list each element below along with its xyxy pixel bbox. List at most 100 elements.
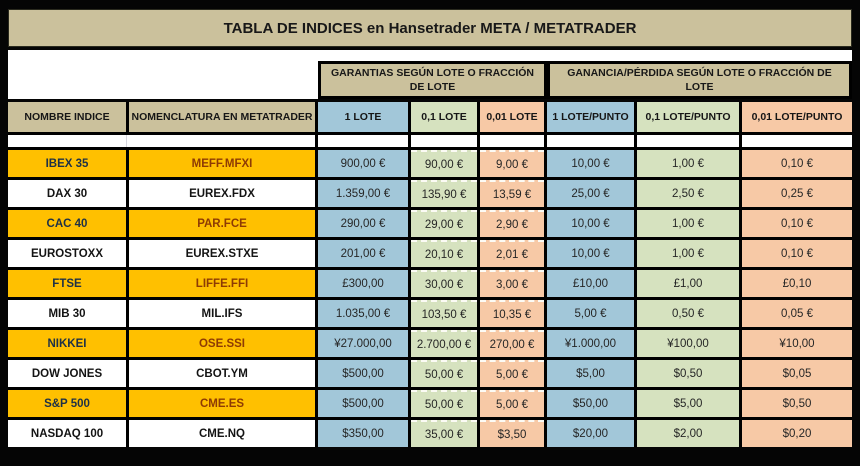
value-001lotepunto: $0,20 <box>742 420 852 447</box>
value-1lote: ¥27.000,00 <box>318 330 408 357</box>
value-01lote: 50,00 € <box>411 390 477 417</box>
value-1lote: £300,00 <box>318 270 408 297</box>
value-1lotepunto: $50,00 <box>547 390 634 417</box>
value-001lotepunto: 0,25 € <box>742 180 852 207</box>
column-header-nomenclatura: NOMENCLATURA EN METATRADER <box>129 102 315 132</box>
index-name: MIB 30 <box>8 300 126 327</box>
index-name: NIKKEI <box>8 330 126 357</box>
value-1lotepunto: 5,00 € <box>547 300 634 327</box>
metatrader-symbol: OSE.SSI <box>129 330 315 357</box>
column-header-01-lote: 0,1 LOTE <box>411 102 477 132</box>
column-header-1-lote: 1 LOTE <box>318 102 408 132</box>
value-01lotepunto: £1,00 <box>637 270 739 297</box>
value-01lote: 90,00 € <box>411 150 477 177</box>
column-header-001-lote: 0,01 LOTE <box>480 102 544 132</box>
value-1lotepunto: 25,00 € <box>547 180 634 207</box>
group-header-garantias: GARANTIAS SEGÚN LOTE O FRACCIÓN DE LOTE <box>318 61 547 99</box>
value-001lote: 5,00 € <box>480 390 544 417</box>
value-1lote: $500,00 <box>318 390 408 417</box>
value-01lotepunto: 0,50 € <box>637 300 739 327</box>
index-name: EUROSTOXX <box>8 240 126 267</box>
metatrader-symbol: CME.NQ <box>129 420 315 447</box>
column-header-1-lote-punto: 1 LOTE/PUNTO <box>547 102 634 132</box>
value-001lotepunto: 0,10 € <box>742 150 852 177</box>
value-01lote: 2.700,00 € <box>411 330 477 357</box>
value-01lotepunto: 2,50 € <box>637 180 739 207</box>
empty-row-cell <box>318 135 408 147</box>
metatrader-symbol: MEFF.MFXI <box>129 150 315 177</box>
value-01lotepunto: 1,00 € <box>637 210 739 237</box>
value-001lote: 9,00 € <box>480 150 544 177</box>
index-name: S&P 500 <box>8 390 126 417</box>
value-01lotepunto: $5,00 <box>637 390 739 417</box>
value-001lotepunto: $0,05 <box>742 360 852 387</box>
value-1lotepunto: £10,00 <box>547 270 634 297</box>
value-1lote: 900,00 € <box>318 150 408 177</box>
metatrader-symbol: CBOT.YM <box>129 360 315 387</box>
value-1lote: $350,00 <box>318 420 408 447</box>
value-01lotepunto: 1,00 € <box>637 240 739 267</box>
value-001lote: 5,00 € <box>480 360 544 387</box>
index-name: FTSE <box>8 270 126 297</box>
metatrader-symbol: CME.ES <box>129 390 315 417</box>
value-001lote: 270,00 € <box>480 330 544 357</box>
value-001lote: 10,35 € <box>480 300 544 327</box>
index-name: CAC 40 <box>8 210 126 237</box>
value-01lote: 103,50 € <box>411 300 477 327</box>
value-001lotepunto: $0,50 <box>742 390 852 417</box>
value-01lotepunto: 1,00 € <box>637 150 739 177</box>
value-1lotepunto: $20,00 <box>547 420 634 447</box>
value-001lotepunto: 0,10 € <box>742 240 852 267</box>
metatrader-symbol: LIFFE.FFI <box>129 270 315 297</box>
value-1lotepunto: 10,00 € <box>547 240 634 267</box>
value-001lote: 3,00 € <box>480 270 544 297</box>
value-1lote: 201,00 € <box>318 240 408 267</box>
value-1lotepunto: 10,00 € <box>547 150 634 177</box>
page-title: TABLA DE INDICES en Hansetrader META / M… <box>8 9 852 47</box>
value-01lote: 35,00 € <box>411 420 477 447</box>
value-01lote: 135,90 € <box>411 180 477 207</box>
value-1lote: 1.359,00 € <box>318 180 408 207</box>
value-01lotepunto: $2,00 <box>637 420 739 447</box>
metatrader-symbol: EUREX.STXE <box>129 240 315 267</box>
index-name: NASDAQ 100 <box>8 420 126 447</box>
value-1lote: $500,00 <box>318 360 408 387</box>
value-001lote: $3,50 <box>480 420 544 447</box>
value-001lote: 2,90 € <box>480 210 544 237</box>
metatrader-symbol: MIL.IFS <box>129 300 315 327</box>
index-name: DAX 30 <box>8 180 126 207</box>
value-001lotepunto: 0,05 € <box>742 300 852 327</box>
group-header-spacer <box>8 61 318 99</box>
empty-row-cell <box>411 135 477 147</box>
index-name: DOW JONES <box>8 360 126 387</box>
metatrader-symbol: PAR.FCE <box>129 210 315 237</box>
value-1lotepunto: 10,00 € <box>547 210 634 237</box>
value-01lote: 29,00 € <box>411 210 477 237</box>
group-header-ganancia: GANANCIA/PÉRDIDA SEGÚN LOTE O FRACCIÓN D… <box>547 61 852 99</box>
value-001lote: 2,01 € <box>480 240 544 267</box>
value-001lotepunto: ¥10,00 <box>742 330 852 357</box>
empty-row-cell <box>480 135 544 147</box>
column-header-001-lote-punto: 0,01 LOTE/PUNTO <box>742 102 852 132</box>
value-001lotepunto: £0,10 <box>742 270 852 297</box>
group-header-row: GARANTIAS SEGÚN LOTE O FRACCIÓN DE LOTE … <box>8 61 852 99</box>
value-1lote: 1.035,00 € <box>318 300 408 327</box>
group-header-section: GARANTIAS SEGÚN LOTE O FRACCIÓN DE LOTE … <box>8 50 852 99</box>
value-01lote: 30,00 € <box>411 270 477 297</box>
metatrader-symbol: EUREX.FDX <box>129 180 315 207</box>
value-1lotepunto: $5,00 <box>547 360 634 387</box>
value-01lotepunto: $0,50 <box>637 360 739 387</box>
indices-table: NOMBRE INDICE NOMENCLATURA EN METATRADER… <box>8 102 852 447</box>
value-001lote: 13,59 € <box>480 180 544 207</box>
value-01lote: 50,00 € <box>411 360 477 387</box>
empty-row-cell <box>637 135 739 147</box>
value-01lotepunto: ¥100,00 <box>637 330 739 357</box>
column-header-01-lote-punto: 0,1 LOTE/PUNTO <box>637 102 739 132</box>
index-name: IBEX 35 <box>8 150 126 177</box>
empty-row-cell <box>547 135 634 147</box>
empty-row-cell <box>8 135 315 147</box>
value-1lote: 290,00 € <box>318 210 408 237</box>
value-001lotepunto: 0,10 € <box>742 210 852 237</box>
value-1lotepunto: ¥1.000,00 <box>547 330 634 357</box>
